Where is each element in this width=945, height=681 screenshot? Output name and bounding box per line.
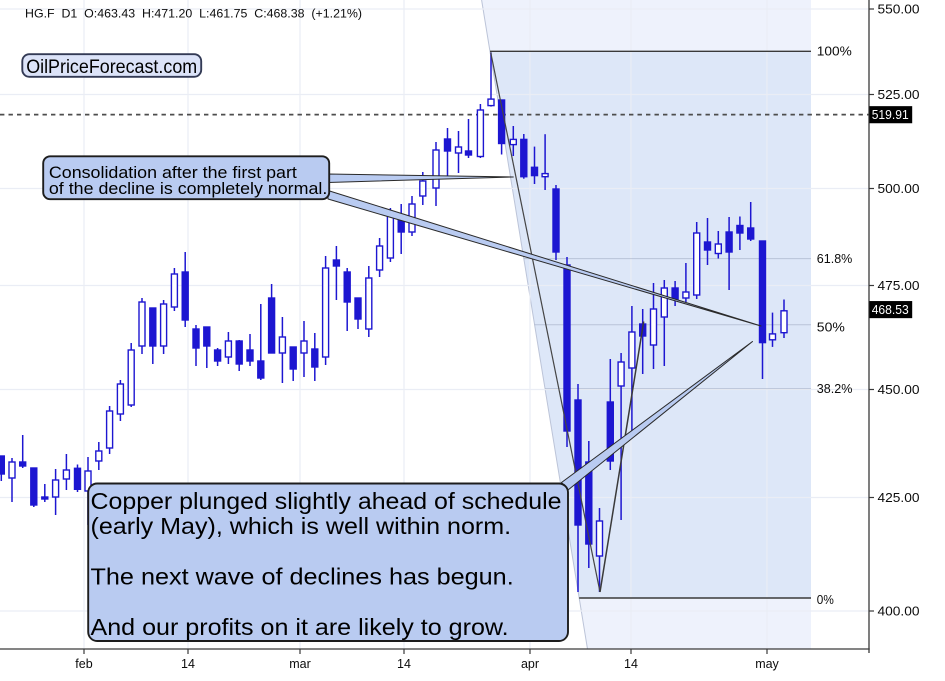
svg-text:550.00: 550.00 bbox=[878, 2, 920, 16]
svg-text:500.00: 500.00 bbox=[878, 182, 920, 196]
svg-text:apr: apr bbox=[521, 657, 539, 671]
svg-text:38.2%: 38.2% bbox=[817, 382, 853, 396]
svg-text:14: 14 bbox=[624, 657, 638, 671]
svg-text:50%: 50% bbox=[817, 321, 845, 335]
svg-text:feb: feb bbox=[75, 657, 92, 671]
svg-text:61.8%: 61.8% bbox=[817, 252, 853, 266]
svg-text:14: 14 bbox=[397, 657, 411, 671]
svg-text:425.00: 425.00 bbox=[878, 491, 920, 505]
svg-text:14: 14 bbox=[181, 657, 195, 671]
svg-text:Consolidation after the first: Consolidation after the first part bbox=[49, 164, 298, 182]
svg-text:400.00: 400.00 bbox=[878, 604, 920, 618]
svg-text:And our profits on it are like: And our profits on it are likely to grow… bbox=[91, 614, 509, 640]
svg-text:475.00: 475.00 bbox=[878, 279, 920, 293]
svg-text:mar: mar bbox=[289, 657, 311, 671]
svg-text:519.91: 519.91 bbox=[872, 108, 909, 122]
svg-text:100%: 100% bbox=[817, 45, 852, 59]
svg-text:may: may bbox=[755, 657, 779, 671]
svg-text:The next wave of declines has: The next wave of declines has begun. bbox=[91, 564, 514, 590]
svg-text:HG.F D1 O:463.43 H:471.20: HG.F D1 O:463.43 H:471.20 L:461.75 C:468… bbox=[25, 7, 362, 21]
svg-text:0%: 0% bbox=[817, 593, 834, 607]
svg-text:525.00: 525.00 bbox=[878, 88, 920, 102]
svg-text:of the decline is completely n: of the decline is completely normal. bbox=[49, 180, 327, 198]
svg-text:OilPriceForecast.com: OilPriceForecast.com bbox=[26, 57, 197, 78]
svg-text:Copper plunged slightly ahead: Copper plunged slightly ahead of schedul… bbox=[91, 488, 562, 514]
svg-text:450.00: 450.00 bbox=[878, 383, 920, 397]
svg-text:(early May), which is well wit: (early May), which is well within norm. bbox=[91, 513, 512, 539]
svg-text:468.53: 468.53 bbox=[872, 303, 909, 317]
